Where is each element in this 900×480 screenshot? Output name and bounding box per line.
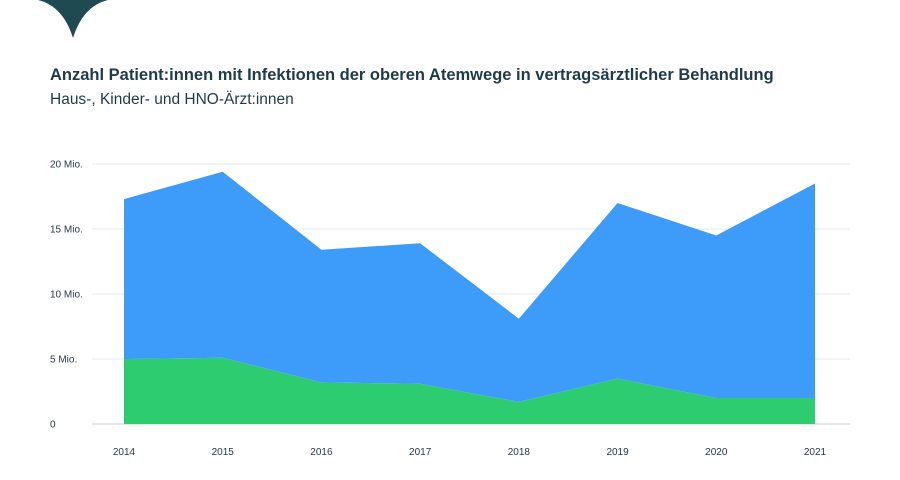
chart-title: Anzahl Patient:innen mit Infektionen der…: [50, 66, 774, 84]
y-tick-label: 0: [50, 420, 56, 431]
x-tick-label: 2019: [606, 447, 629, 458]
x-tick-label: 2018: [508, 447, 531, 458]
series-area-1: [124, 171, 815, 402]
x-tick-label: 2014: [113, 447, 136, 458]
y-tick-label: 15 Mio.: [50, 225, 83, 236]
x-tick-label: 2017: [409, 447, 432, 458]
chart-subtitle: Haus-, Kinder- und HNO-Ärzt:innen: [50, 91, 294, 108]
x-tick-label: 2015: [212, 447, 235, 458]
logo-mark-icon: [38, 0, 108, 38]
y-tick-label: 20 Mio.: [50, 160, 83, 171]
y-tick-label: 10 Mio.: [50, 290, 83, 301]
x-tick-label: 2020: [705, 447, 728, 458]
series-area-0: [124, 357, 815, 424]
x-tick-label: 2016: [310, 447, 333, 458]
y-tick-label: 5 Mio.: [50, 355, 77, 366]
x-tick-label: 2021: [804, 447, 827, 458]
